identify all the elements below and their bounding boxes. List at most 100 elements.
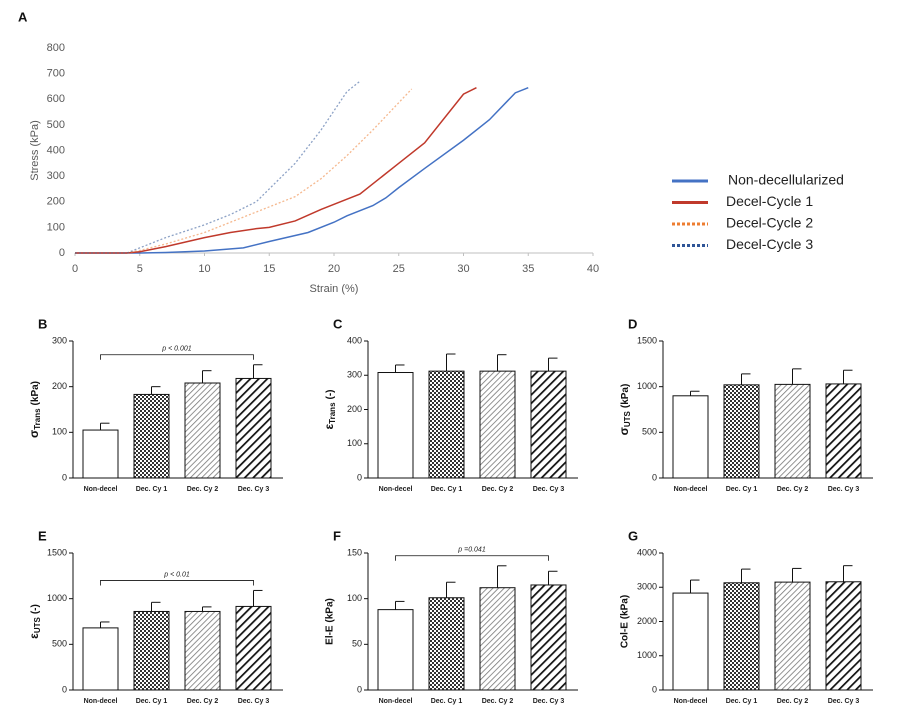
bar <box>377 372 414 479</box>
y-label-unit: (kPa) <box>620 384 631 408</box>
series-line <box>75 87 477 254</box>
y-tick-label: 800 <box>47 42 65 54</box>
y-label-unit: (-) <box>325 389 336 399</box>
x-tick-label: Non-decel <box>84 486 118 493</box>
bar <box>530 584 567 691</box>
significance-bracket <box>395 555 549 561</box>
y-tick-label: 1000 <box>637 381 657 391</box>
panel-label: C <box>333 316 343 331</box>
bar <box>825 383 862 479</box>
significance-label: p < 0.001 <box>161 346 191 353</box>
x-tick-label: Dec. Cy 3 <box>828 486 860 493</box>
y-tick-label: 150 <box>347 547 362 557</box>
y-label-unit: (kPa) <box>30 381 41 405</box>
y-tick-label: 100 <box>47 221 65 233</box>
y-tick-label: 300 <box>347 370 362 380</box>
bar <box>530 370 567 479</box>
y-tick-label: 200 <box>52 381 67 391</box>
y-tick-label: 200 <box>347 404 362 414</box>
legend-label: Non-decellularized <box>728 172 844 188</box>
y-label-symbol: ε <box>322 424 336 430</box>
y-axis-label: σTrans (kPa) <box>27 381 42 438</box>
bar <box>479 370 516 479</box>
bar <box>184 382 221 479</box>
y-tick-label: 0 <box>652 472 657 482</box>
x-tick-label: Non-decel <box>674 486 708 493</box>
y-tick-label: 500 <box>52 639 67 649</box>
x-tick-label: Dec. Cy 2 <box>187 698 219 705</box>
y-axis-label: σUTS (kPa) <box>617 384 632 436</box>
bar <box>82 627 119 691</box>
bar <box>133 610 170 691</box>
legend-label: Decel-Cycle 3 <box>726 236 813 252</box>
y-label-symbol: σ <box>617 427 631 435</box>
bar <box>774 581 811 691</box>
x-tick-label: Dec. Cy 2 <box>482 486 514 493</box>
x-tick-label: Dec. Cy 1 <box>431 698 463 705</box>
y-tick-label: 1500 <box>47 547 67 557</box>
significance-bracket <box>100 354 254 360</box>
bar <box>133 393 170 479</box>
y-label-sub: Trans <box>328 402 337 424</box>
y-axis-label: El-E (kPa) <box>325 598 336 645</box>
y-tick-label: 0 <box>62 684 67 694</box>
x-tick-label: Dec. Cy 2 <box>187 486 219 493</box>
y-tick-label: 1000 <box>47 593 67 603</box>
x-tick-label: Dec. Cy 1 <box>136 698 168 705</box>
bar <box>428 597 465 691</box>
y-tick-label: 100 <box>52 427 67 437</box>
y-tick-label: 300 <box>47 170 65 182</box>
y-tick-label: 1000 <box>637 650 657 660</box>
bar <box>235 377 272 479</box>
y-tick-label: 400 <box>47 144 65 156</box>
y-tick-label: 3000 <box>637 582 657 592</box>
x-tick-label: Dec. Cy 1 <box>431 486 463 493</box>
x-tick-label: Dec. Cy 3 <box>238 698 270 705</box>
bar <box>672 395 709 479</box>
panel-label: D <box>628 316 637 331</box>
bar <box>723 582 760 691</box>
series-line <box>75 88 413 254</box>
x-tick-label: 20 <box>328 263 340 275</box>
y-tick-label: 0 <box>652 684 657 694</box>
bar <box>377 609 414 691</box>
y-label-unit: (-) <box>30 604 41 614</box>
y-label-sub: Trans <box>33 408 42 430</box>
y-tick-label: 2000 <box>637 616 657 626</box>
y-tick-label: 200 <box>47 196 65 208</box>
bar <box>825 581 862 691</box>
y-tick-label: 0 <box>59 247 65 259</box>
bar <box>235 605 272 691</box>
bar <box>723 384 760 479</box>
x-tick-label: 0 <box>72 263 78 275</box>
x-tick-label: 25 <box>393 263 405 275</box>
x-tick-label: Dec. Cy 2 <box>777 486 809 493</box>
bar <box>184 610 221 691</box>
x-tick-label: 15 <box>263 263 275 275</box>
y-tick-label: 0 <box>357 684 362 694</box>
y-tick-label: 0 <box>62 472 67 482</box>
y-tick-label: 4000 <box>637 547 657 557</box>
y-label-symbol: ε <box>27 633 41 639</box>
panel-label: F <box>333 528 341 543</box>
series-line <box>75 80 361 254</box>
bar <box>428 370 465 479</box>
y-tick-label: 1500 <box>637 335 657 345</box>
x-tick-label: Dec. Cy 3 <box>238 486 270 493</box>
bar <box>672 592 709 691</box>
y-tick-label: 0 <box>357 472 362 482</box>
bar <box>479 587 516 691</box>
y-axis-label: Col-E (kPa) <box>620 595 631 648</box>
significance-label: p < 0.01 <box>163 571 190 578</box>
x-tick-label: Dec. Cy 2 <box>482 698 514 705</box>
x-tick-label: Dec. Cy 1 <box>726 698 758 705</box>
y-tick-label: 400 <box>347 335 362 345</box>
panel-label: E <box>38 528 47 543</box>
legend-label: Decel-Cycle 2 <box>726 215 813 231</box>
x-tick-label: Dec. Cy 2 <box>777 698 809 705</box>
y-label-symbol: σ <box>27 430 41 438</box>
y-axis-label: Stress (kPa) <box>29 120 41 181</box>
x-tick-label: Dec. Cy 3 <box>533 698 565 705</box>
y-tick-label: 500 <box>47 119 65 131</box>
